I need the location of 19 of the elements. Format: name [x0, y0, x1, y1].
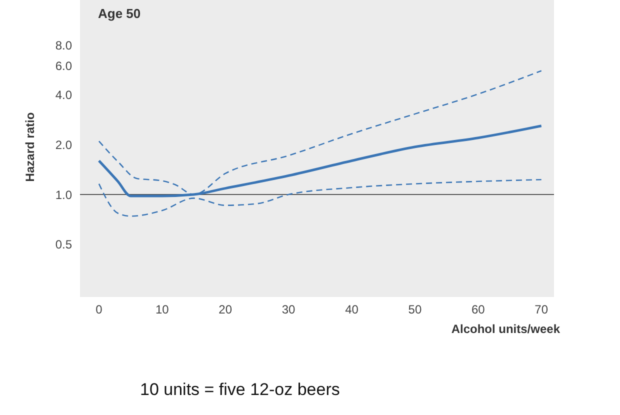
- text: Age 50: [98, 6, 141, 21]
- y-tick-label: 6.0: [55, 59, 72, 74]
- text: 10 units = five 12-oz beers: [140, 380, 340, 400]
- x-tick-label: 10: [155, 302, 170, 317]
- y-tick-label: 2.0: [55, 138, 72, 152]
- x-tick-label: 60: [471, 302, 486, 317]
- line-series: [98, 70, 542, 196]
- x-tick-label: 0: [96, 302, 103, 317]
- y-tick-label: 1.0: [55, 188, 72, 202]
- x-tick-label: 70: [534, 302, 548, 317]
- x-tick-label: 50: [408, 302, 422, 317]
- x-tick-label: 30: [282, 302, 296, 317]
- y-tick-label: 0.5: [55, 238, 72, 252]
- y-axis-title: Hazard ratio: [23, 111, 37, 184]
- x-tick-label: 40: [345, 302, 359, 317]
- x-axis-title: Alcohol units/week: [451, 322, 560, 336]
- y-tick-label: 4.0: [55, 88, 72, 102]
- y-tick-label: 8.0: [55, 38, 72, 52]
- x-tick-label: 20: [218, 302, 232, 317]
